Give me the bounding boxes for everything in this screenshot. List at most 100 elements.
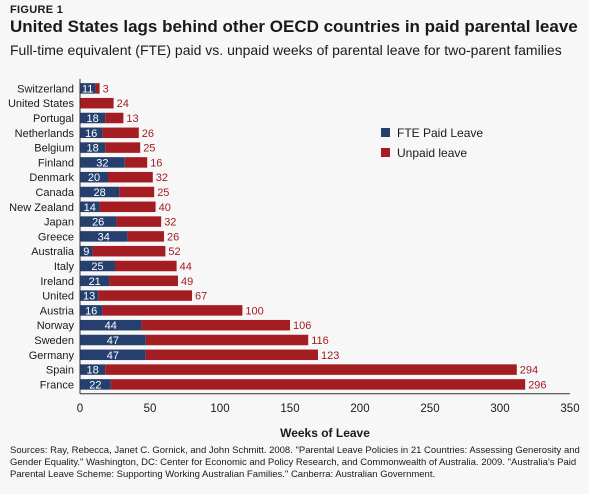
paid-leave-bar bbox=[80, 379, 111, 390]
unpaid-leave-bar bbox=[127, 231, 164, 242]
unpaid-leave-value-label: 67 bbox=[195, 291, 207, 303]
category-label: Ireland bbox=[40, 276, 74, 288]
legend-swatch-unpaid bbox=[381, 148, 390, 157]
paid-leave-value-label: 14 bbox=[84, 202, 96, 214]
legend-swatch-paid bbox=[381, 128, 390, 137]
paid-leave-value-label: 11 bbox=[82, 83, 93, 95]
unpaid-leave-bar bbox=[119, 186, 155, 198]
unpaid-leave-value-label: 123 bbox=[321, 350, 339, 362]
legend-label-paid: FTE Paid Leave bbox=[397, 126, 483, 140]
x-tick-label: 100 bbox=[210, 403, 229, 415]
x-tick-label: 200 bbox=[350, 403, 369, 415]
paid-leave-bar bbox=[80, 83, 96, 94]
category-label: Norway bbox=[37, 320, 75, 332]
x-tick-label: 150 bbox=[280, 403, 299, 415]
paid-leave-value-label: 13 bbox=[83, 291, 95, 303]
paid-leave-value-label: 16 bbox=[85, 305, 97, 317]
category-label: Italy bbox=[54, 261, 75, 273]
unpaid-leave-value-label: 100 bbox=[245, 305, 263, 317]
unpaid-leave-value-label: 25 bbox=[157, 187, 169, 199]
figure-label: FIGURE 1 bbox=[10, 4, 64, 16]
chart-subtitle: Full-time equivalent (FTE) paid vs. unpa… bbox=[10, 42, 562, 58]
unpaid-leave-value-label: 40 bbox=[159, 202, 171, 214]
paid-leave-bar bbox=[80, 127, 103, 139]
paid-leave-bar bbox=[80, 245, 93, 257]
paid-leave-bar bbox=[80, 364, 106, 375]
paid-leave-bar bbox=[80, 290, 99, 301]
category-label: Finland bbox=[38, 157, 74, 169]
category-label: United States bbox=[8, 98, 75, 110]
legend-label-unpaid: Unpaid leave bbox=[397, 146, 467, 160]
unpaid-leave-value-label: 25 bbox=[143, 143, 155, 155]
x-tick-label: 350 bbox=[560, 403, 579, 415]
paid-leave-bar bbox=[80, 142, 106, 153]
paid-leave-bar bbox=[80, 305, 103, 316]
category-label: Switzerland bbox=[17, 83, 74, 95]
category-label: Japan bbox=[44, 217, 74, 229]
paid-leave-value-label: 28 bbox=[93, 187, 105, 199]
category-label: Spain bbox=[46, 365, 74, 377]
unpaid-leave-bar bbox=[92, 245, 166, 257]
paid-leave-value-label: 22 bbox=[89, 379, 101, 391]
paid-leave-value-label: 20 bbox=[88, 172, 100, 184]
unpaid-leave-bar bbox=[80, 97, 114, 109]
category-label: Netherlands bbox=[15, 128, 75, 140]
unpaid-leave-bar bbox=[115, 260, 177, 272]
category-label: Australia bbox=[31, 246, 75, 258]
unpaid-leave-value-label: 3 bbox=[103, 83, 109, 95]
unpaid-leave-value-label: 32 bbox=[164, 217, 176, 229]
paid-leave-bar bbox=[80, 275, 110, 287]
x-tick-label: 50 bbox=[144, 403, 157, 415]
paid-leave-bar bbox=[80, 319, 142, 331]
unpaid-leave-bar bbox=[105, 142, 141, 153]
paid-leave-bar bbox=[80, 112, 106, 124]
paid-leave-value-label: 34 bbox=[98, 231, 110, 243]
paid-leave-bar bbox=[80, 334, 146, 346]
unpaid-leave-value-label: 24 bbox=[117, 98, 129, 110]
paid-leave-value-label: 18 bbox=[86, 365, 98, 377]
paid-leave-value-label: 47 bbox=[107, 350, 119, 362]
paid-leave-bar bbox=[80, 216, 117, 227]
paid-leave-value-label: 26 bbox=[92, 217, 104, 229]
category-label: New Zealand bbox=[9, 202, 74, 214]
unpaid-leave-value-label: 26 bbox=[142, 128, 154, 140]
unpaid-leave-value-label: 44 bbox=[180, 261, 192, 273]
unpaid-leave-bar bbox=[110, 379, 526, 390]
x-tick-label: 300 bbox=[490, 403, 509, 415]
unpaid-leave-value-label: 106 bbox=[293, 320, 311, 332]
unpaid-leave-value-label: 13 bbox=[126, 113, 138, 125]
category-label: Germany bbox=[29, 350, 75, 362]
unpaid-leave-bar bbox=[95, 83, 100, 94]
chart-title: United States lags behind other OECD cou… bbox=[10, 17, 578, 36]
paid-leave-bar bbox=[80, 186, 120, 198]
unpaid-leave-value-label: 296 bbox=[528, 379, 546, 391]
paid-leave-value-label: 9 bbox=[83, 246, 89, 258]
unpaid-leave-value-label: 52 bbox=[168, 246, 180, 258]
x-axis-title: Weeks of Leave bbox=[280, 426, 370, 440]
paid-leave-value-label: 18 bbox=[86, 143, 98, 155]
unpaid-leave-bar bbox=[105, 364, 517, 375]
paid-leave-bar bbox=[80, 157, 125, 168]
category-label: France bbox=[40, 379, 74, 391]
unpaid-leave-bar bbox=[98, 290, 192, 301]
unpaid-leave-bar bbox=[109, 275, 178, 287]
unpaid-leave-value-label: 49 bbox=[181, 276, 193, 288]
unpaid-leave-bar bbox=[105, 112, 124, 124]
paid-leave-value-label: 44 bbox=[105, 320, 117, 332]
unpaid-leave-bar bbox=[141, 319, 290, 331]
category-label: Belgium bbox=[34, 143, 74, 155]
paid-leave-bar bbox=[80, 171, 108, 183]
paid-leave-value-label: 32 bbox=[96, 157, 108, 169]
paid-leave-value-label: 16 bbox=[85, 128, 97, 140]
paid-leave-bar bbox=[80, 349, 146, 361]
paid-leave-bar bbox=[80, 231, 128, 242]
paid-leave-value-label: 25 bbox=[91, 261, 103, 273]
sources-note: Sources: Ray, Rebecca, Janet C. Gornick,… bbox=[10, 445, 580, 480]
unpaid-leave-value-label: 16 bbox=[150, 157, 162, 169]
unpaid-leave-bar bbox=[102, 127, 139, 139]
category-label: Austria bbox=[40, 305, 75, 317]
category-label: United bbox=[42, 291, 74, 303]
category-label: Sweden bbox=[34, 335, 74, 347]
paid-leave-value-label: 18 bbox=[86, 113, 98, 125]
x-tick-label: 0 bbox=[77, 403, 83, 415]
